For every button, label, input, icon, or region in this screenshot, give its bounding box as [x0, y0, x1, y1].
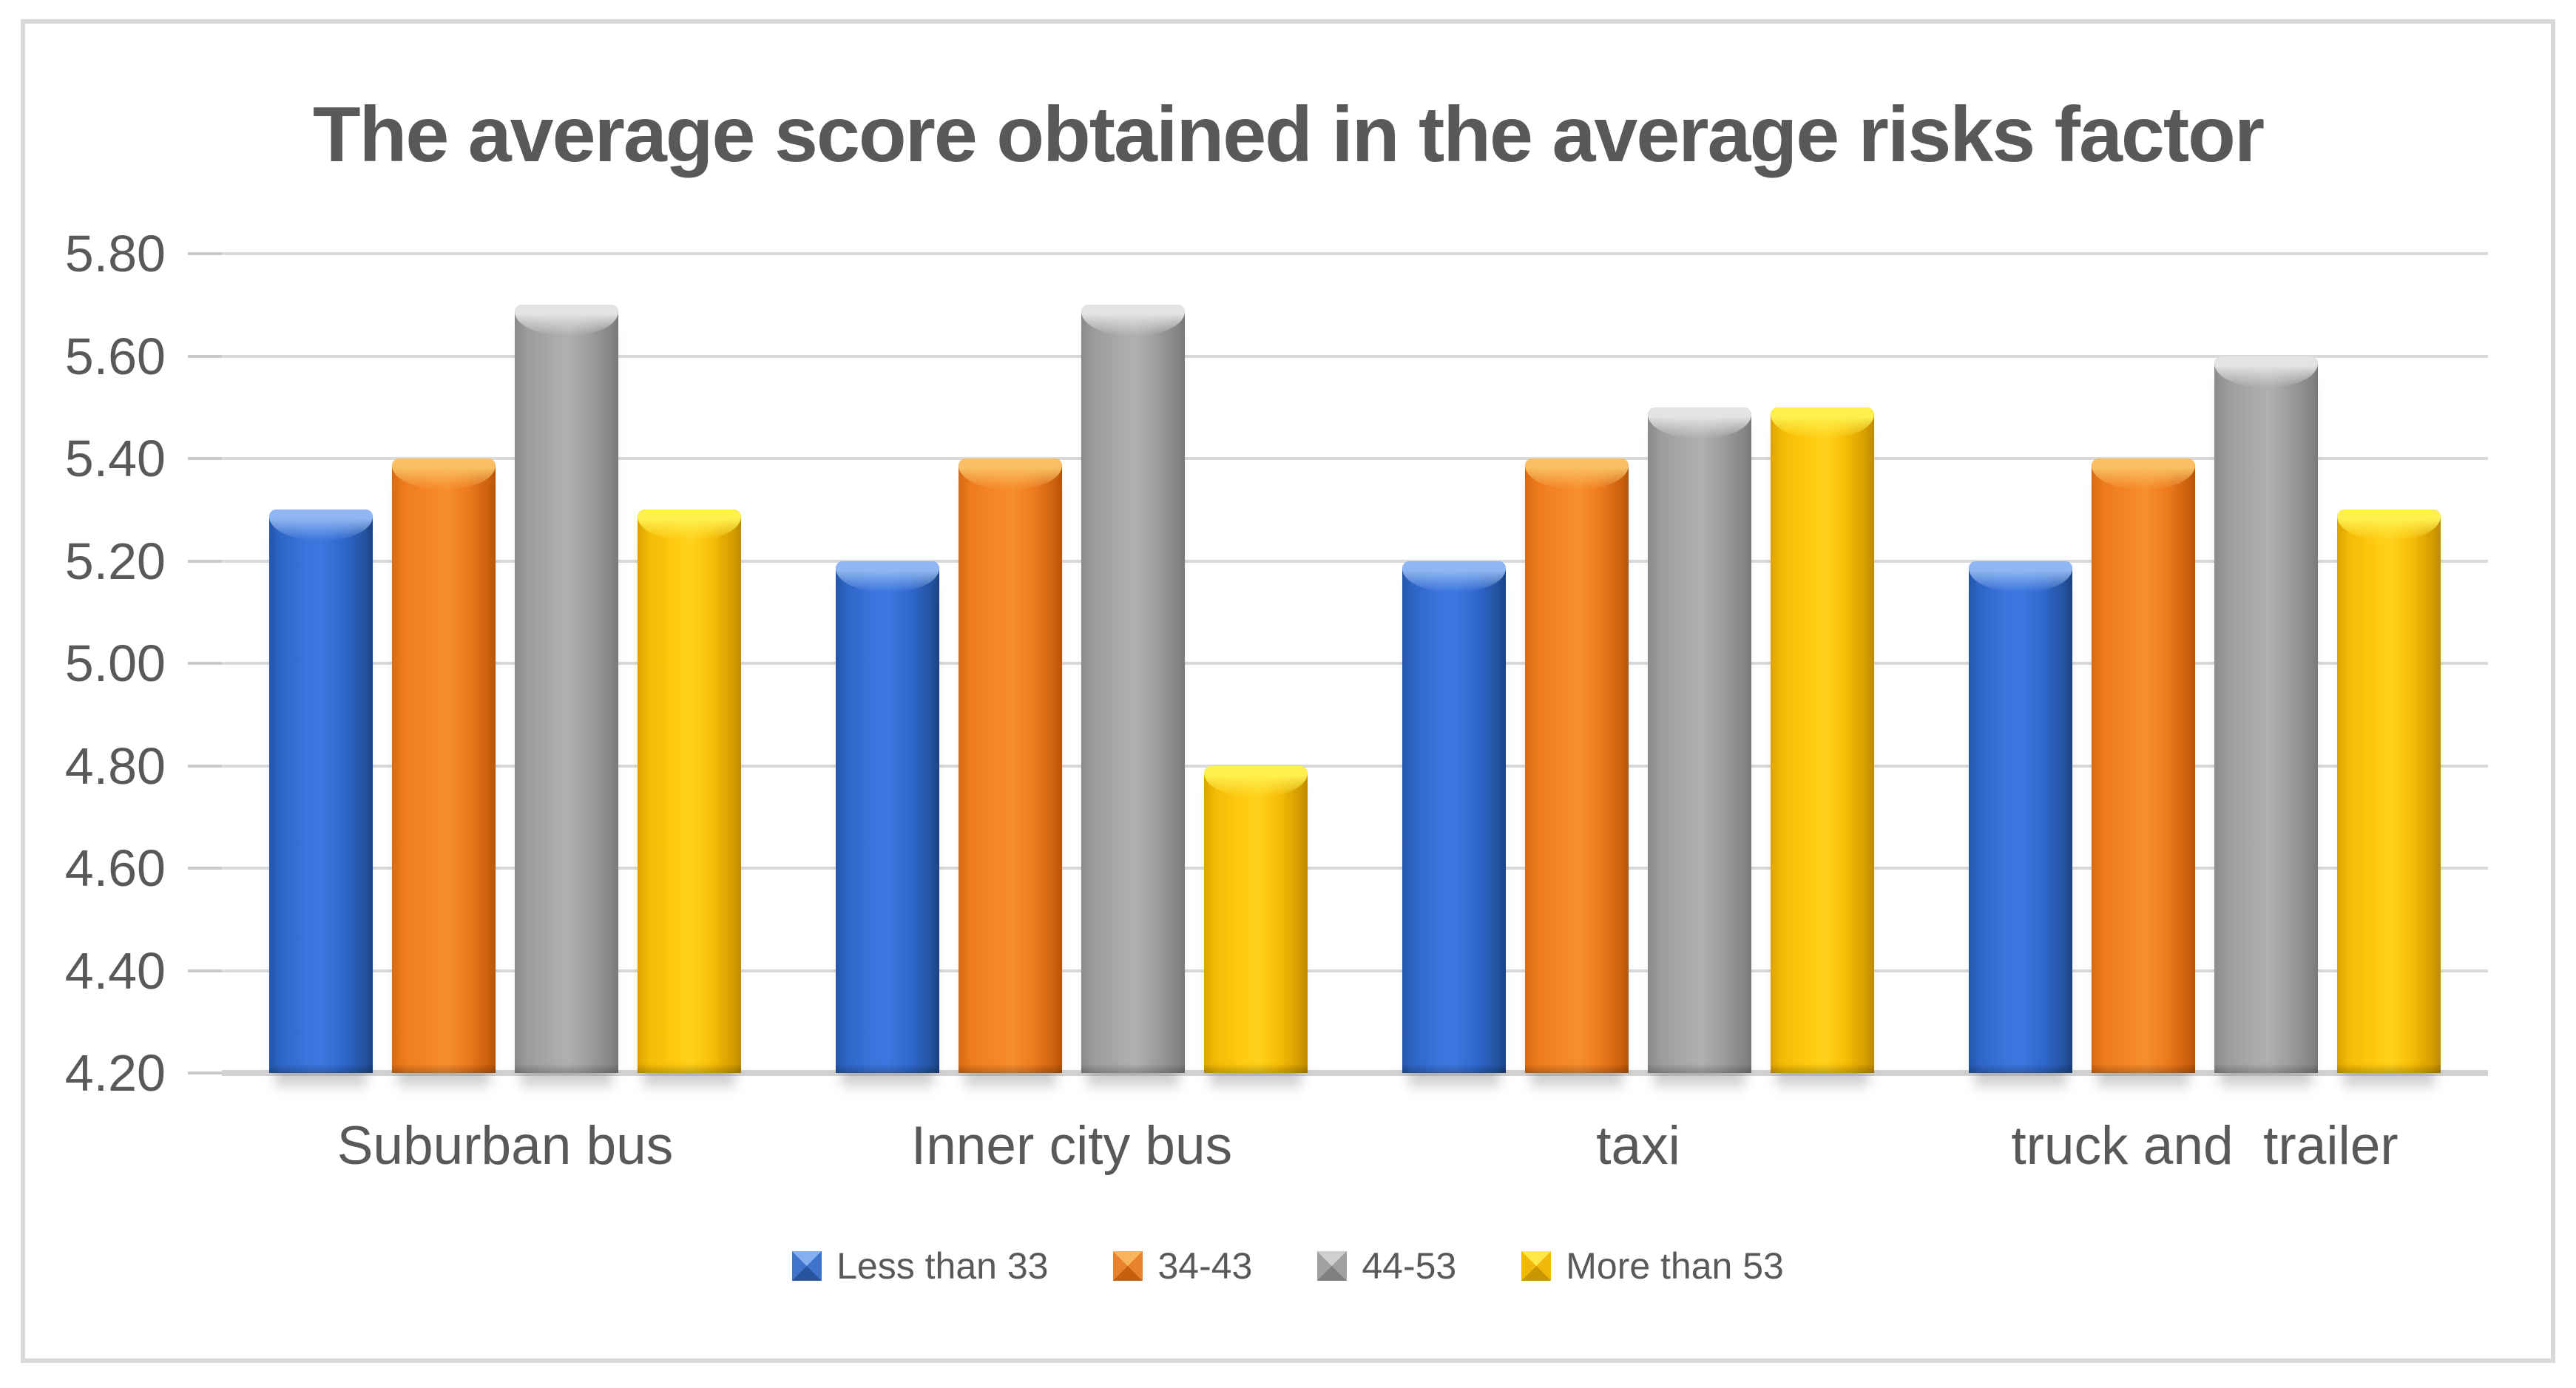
tick-mark [188, 354, 222, 358]
y-axis-label: 5.20 [64, 532, 166, 590]
bar-group [1355, 254, 1921, 1074]
gridlines [188, 252, 2488, 1076]
bar [392, 458, 496, 1073]
bar [2337, 510, 2441, 1073]
y-axis-label: 4.80 [64, 737, 166, 795]
tick-mark [188, 252, 222, 255]
x-axis-labels: Suburban bus Inner city bus taxi truck and … [222, 1073, 2488, 1173]
legend-item: More than 53 [1521, 1245, 1784, 1287]
y-axis-label: 4.20 [64, 1044, 166, 1102]
gridline [222, 662, 2488, 665]
legend-item: 44-53 [1317, 1245, 1456, 1287]
gridline [222, 969, 2488, 972]
gridline [222, 354, 2488, 358]
bar [1648, 407, 1751, 1074]
bar [269, 510, 373, 1073]
gridline [222, 867, 2488, 870]
y-axis-label: 4.60 [64, 839, 166, 897]
legend-item: Less than 33 [792, 1245, 1048, 1287]
tick-mark [188, 662, 222, 665]
tick-mark [188, 969, 222, 972]
legend-item: 34-43 [1113, 1245, 1252, 1287]
tick-mark [188, 457, 222, 460]
bar-group [222, 254, 788, 1073]
bar [515, 305, 618, 1073]
bar [638, 510, 741, 1073]
category-label: Suburban bus [337, 1116, 674, 1176]
category-label: taxi [1596, 1116, 1680, 1176]
legend: Less than 33 34-43 44-53 More than 53 [0, 1245, 2576, 1287]
bar [1204, 765, 1308, 1073]
y-axis-labels: 5.80 5.60 5.40 5.20 5.00 4.80 4.60 4.40 4.20 [0, 228, 166, 1099]
bar [2092, 458, 2195, 1073]
legend-key-swatch [1521, 1251, 1552, 1281]
x-axis-line [222, 1070, 2488, 1076]
bar [1402, 561, 1506, 1073]
y-axis-label: 5.40 [64, 430, 166, 487]
tick-mark [188, 1072, 222, 1074]
bar [959, 458, 1062, 1073]
legend-key-swatch [1317, 1251, 1348, 1281]
gridline [222, 457, 2488, 460]
legend-label: 34-43 [1157, 1245, 1253, 1287]
chart-title: The average score obtained in the averag… [312, 91, 2265, 178]
y-axis-label: 4.40 [64, 941, 166, 1000]
y-axis-label: 5.60 [64, 327, 166, 385]
y-axis-label: 5.80 [64, 225, 166, 282]
bar [1771, 407, 1874, 1074]
gridline [222, 764, 2488, 768]
legend-label: 44-53 [1362, 1245, 1457, 1287]
tick-mark [188, 764, 222, 768]
bar [1969, 561, 2072, 1073]
bar-group [1921, 254, 2488, 1073]
y-axis-label: 5.00 [64, 634, 166, 692]
gridline [222, 559, 2488, 563]
category-label: truck and trailer [2011, 1116, 2398, 1176]
legend-label: Less than 33 [836, 1245, 1049, 1287]
bar [2214, 356, 2318, 1073]
bar [836, 561, 939, 1073]
gridline [222, 252, 2488, 255]
legend-label: More than 53 [1566, 1245, 1784, 1287]
bar-group [788, 254, 1355, 1073]
tick-mark [188, 867, 222, 870]
legend-key-swatch [1113, 1251, 1143, 1281]
bar-groups [222, 254, 2488, 1074]
plot-area [188, 252, 2488, 1076]
tick-mark [188, 559, 222, 563]
bar [1081, 305, 1185, 1073]
legend-key-swatch [792, 1251, 822, 1281]
category-label: Inner city bus [910, 1116, 1233, 1176]
bar [1525, 458, 1629, 1073]
